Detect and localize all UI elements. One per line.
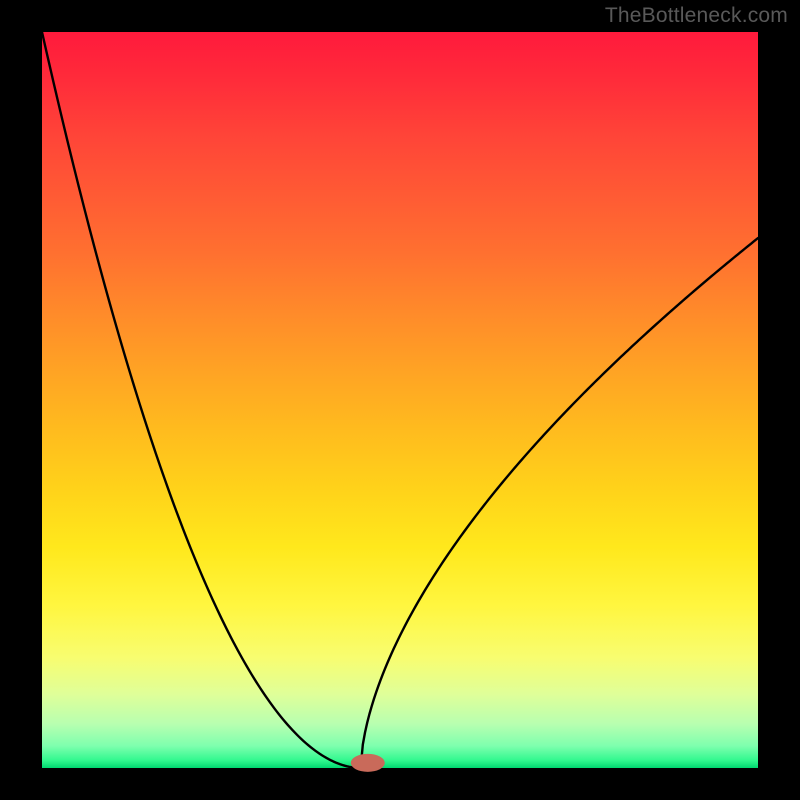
bottleneck-chart [0,0,800,800]
chart-frame: TheBottleneck.com [0,0,800,800]
minimum-marker [351,754,385,772]
chart-background [42,32,758,768]
